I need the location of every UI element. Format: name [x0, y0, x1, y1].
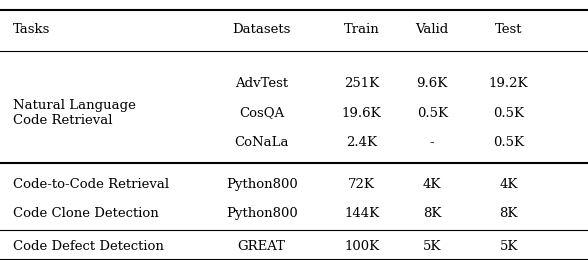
Text: 2.4K: 2.4K — [346, 136, 377, 149]
Text: 19.2K: 19.2K — [489, 77, 529, 90]
Text: 4K: 4K — [499, 178, 518, 191]
Text: Code-to-Code Retrieval: Code-to-Code Retrieval — [13, 178, 169, 191]
Text: Train: Train — [344, 23, 379, 36]
Text: 19.6K: 19.6K — [342, 107, 382, 120]
Text: AdvTest: AdvTest — [235, 77, 288, 90]
Text: Tasks: Tasks — [13, 23, 51, 36]
Text: Code Clone Detection: Code Clone Detection — [13, 207, 159, 220]
Text: Code Defect Detection: Code Defect Detection — [13, 240, 164, 253]
Text: Python800: Python800 — [226, 178, 298, 191]
Text: Valid: Valid — [416, 23, 449, 36]
Text: GREAT: GREAT — [238, 240, 286, 253]
Text: 0.5K: 0.5K — [493, 136, 524, 149]
Text: 100K: 100K — [344, 240, 379, 253]
Text: CoNaLa: CoNaLa — [235, 136, 289, 149]
Text: 0.5K: 0.5K — [493, 107, 524, 120]
Text: 4K: 4K — [423, 178, 442, 191]
Text: 251K: 251K — [344, 77, 379, 90]
Text: 72K: 72K — [348, 178, 375, 191]
Text: 8K: 8K — [499, 207, 518, 220]
Text: Test: Test — [495, 23, 522, 36]
Text: 5K: 5K — [499, 240, 518, 253]
Text: -: - — [430, 136, 435, 149]
Text: 8K: 8K — [423, 207, 442, 220]
Text: Natural Language
Code Retrieval: Natural Language Code Retrieval — [13, 99, 136, 127]
Text: Datasets: Datasets — [232, 23, 291, 36]
Text: 5K: 5K — [423, 240, 442, 253]
Text: Python800: Python800 — [226, 207, 298, 220]
Text: 9.6K: 9.6K — [416, 77, 448, 90]
Text: 0.5K: 0.5K — [417, 107, 447, 120]
Text: 144K: 144K — [344, 207, 379, 220]
Text: CosQA: CosQA — [239, 107, 284, 120]
